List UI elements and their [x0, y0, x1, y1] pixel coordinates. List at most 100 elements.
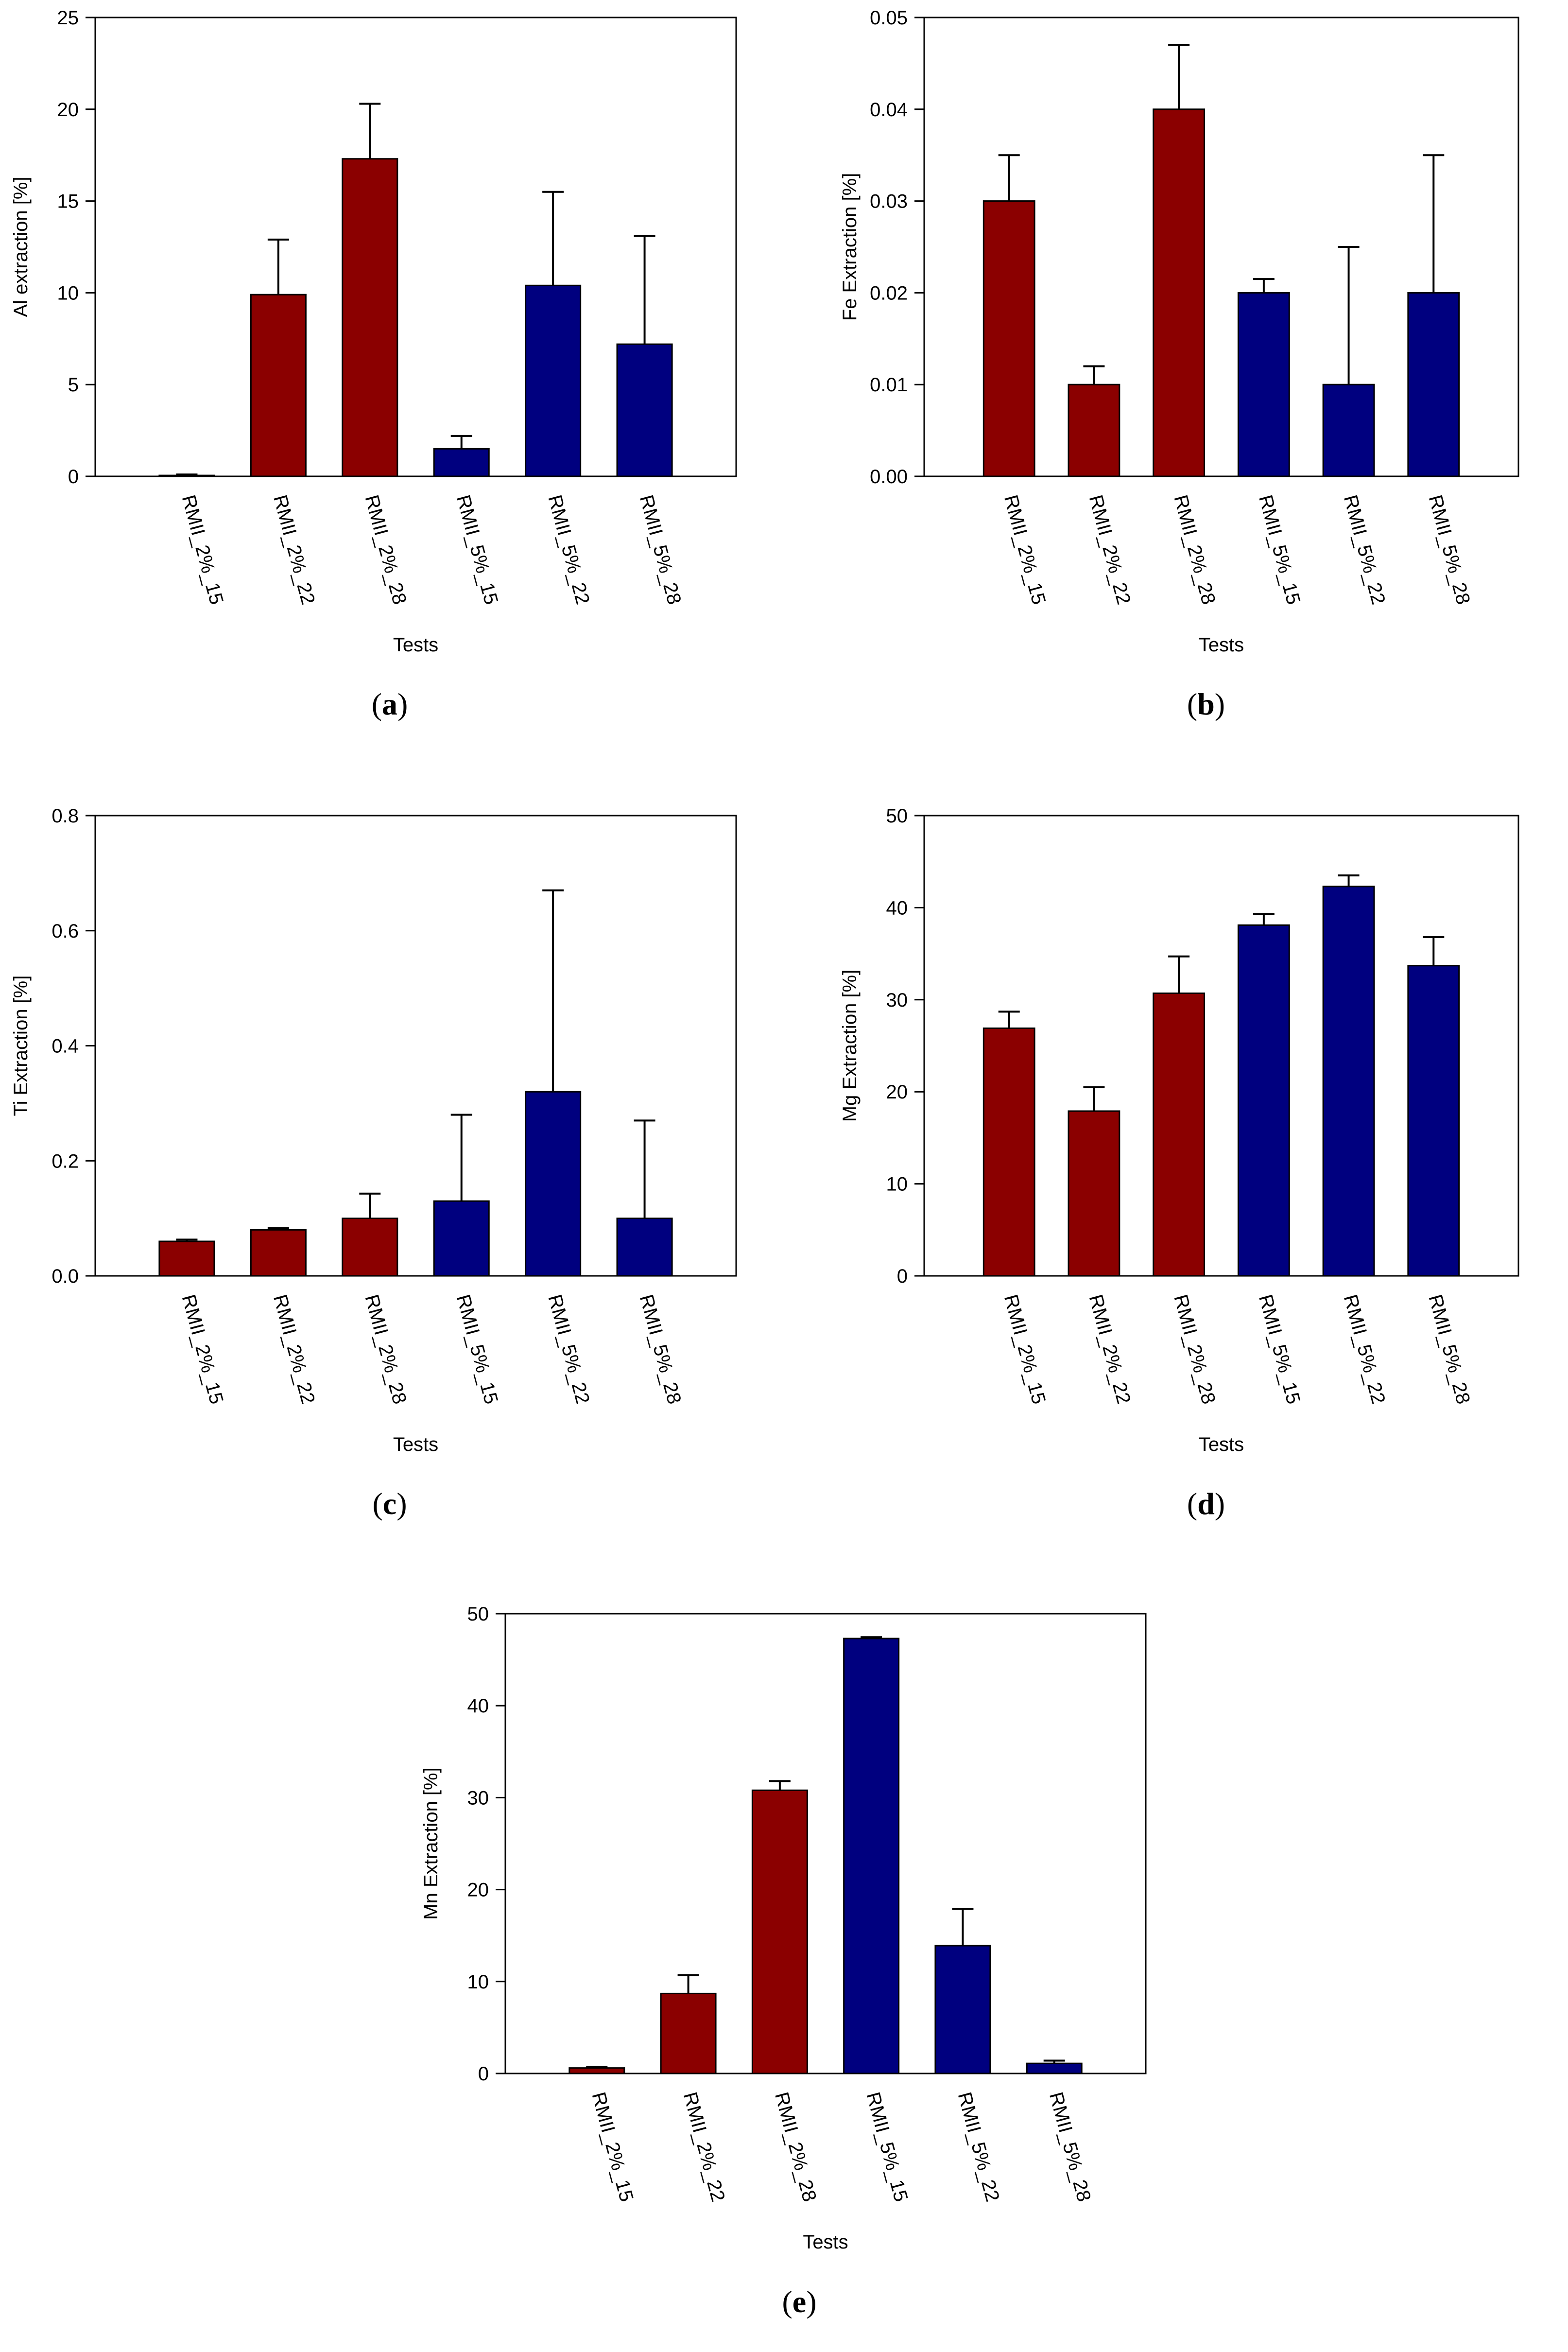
panel-caption-letter: a	[382, 687, 397, 721]
y-tick-label: 20	[886, 1081, 908, 1103]
x-category-label: RMII_2%_28	[361, 493, 410, 607]
bar-RMII_2%_15	[158, 1240, 215, 1277]
y-tick-label: 0.03	[870, 191, 908, 212]
y-tick-label: 40	[467, 1695, 489, 1717]
plot-frame	[94, 815, 737, 1277]
x-axis-title: Tests	[1199, 634, 1244, 656]
y-tick-label: 10	[467, 1971, 489, 1993]
y-tick-label: 0.8	[52, 805, 79, 827]
plot-frame	[923, 815, 1519, 1277]
panel-caption-letter: c	[383, 1486, 396, 1521]
y-tick-label: 20	[57, 99, 79, 121]
x-category-label: RMII_5%_28	[1424, 493, 1474, 607]
chart-panel-a: 0 5 10 15 20 25 RMII_2%_15 RMII_2%_22 RMII_2%_28…	[10, 7, 737, 721]
plot-frame	[504, 1613, 1147, 2074]
y-axis-title: Al extraction [%]	[10, 176, 32, 317]
panel-caption-letter: b	[1197, 687, 1215, 721]
bar-RMII_5%_15	[433, 448, 490, 477]
y-tick-label: 30	[467, 1787, 489, 1809]
bar-RMII_5%_28	[1026, 2062, 1083, 2074]
y-tick-label: 10	[57, 282, 79, 304]
x-category-label: RMII_2%_22	[679, 2090, 729, 2204]
y-tick-label: 30	[886, 990, 908, 1011]
x-category-label: RMII_5%_15	[1255, 1292, 1304, 1407]
x-category-label: RMII_5%_28	[636, 493, 685, 607]
panel-caption: (c)	[372, 1486, 407, 1521]
panel-caption: (b)	[1187, 687, 1225, 721]
x-category-label: RMII_2%_15	[1000, 1292, 1050, 1407]
bar-RMII_5%_28	[1407, 292, 1460, 477]
y-tick-label: 0.01	[870, 374, 908, 396]
bar-RMII_2%_28	[342, 158, 398, 477]
x-axis-title: Tests	[803, 2231, 848, 2253]
bar-RMII_5%_22	[525, 284, 582, 477]
y-tick-label: 0.02	[870, 282, 908, 304]
bar-RMII_2%_28	[1153, 993, 1206, 1277]
bar-RMII_2%_22	[1068, 1110, 1120, 1277]
x-category-label: RMII_2%_15	[178, 1292, 227, 1407]
bar-RMII_2%_28	[1153, 108, 1206, 477]
bar-RMII_2%_22	[1068, 383, 1120, 477]
bar-RMII_5%_22	[1322, 886, 1375, 1277]
y-tick-label: 0.2	[52, 1150, 79, 1172]
bar-RMII_2%_15	[569, 2067, 625, 2074]
bar-RMII_2%_15	[982, 1028, 1035, 1277]
y-tick-label: 0.0	[52, 1266, 79, 1287]
x-category-label: RMII_2%_15	[1000, 493, 1050, 607]
x-category-label: RMII_2%_28	[771, 2090, 820, 2204]
bar-RMII_5%_15	[433, 1200, 490, 1277]
bar-RMII_5%_28	[616, 343, 673, 477]
y-tick-label: 5	[68, 374, 79, 396]
y-axis-title: Ti Extraction [%]	[10, 976, 32, 1116]
x-category-label: RMII_2%_28	[1170, 493, 1219, 607]
x-category-label: RMII_2%_22	[269, 1292, 319, 1407]
x-category-label: RMII_5%_28	[1424, 1292, 1474, 1407]
y-axis-title: Fe Extraction [%]	[839, 173, 861, 321]
x-category-label: RMII_2%_15	[587, 2090, 637, 2204]
y-tick-label: 10	[886, 1174, 908, 1195]
panel-caption: (a)	[372, 687, 408, 721]
bar-RMII_2%_15	[158, 474, 215, 477]
bar-RMII_2%_28	[342, 1218, 398, 1277]
y-tick-label: 50	[467, 1603, 489, 1625]
bar-RMII_2%_15	[982, 200, 1035, 477]
y-tick-label: 40	[886, 897, 908, 919]
x-category-label: RMII_5%_15	[1255, 493, 1304, 607]
y-tick-label: 0.00	[870, 466, 908, 488]
bar-RMII_5%_15	[843, 1638, 900, 2074]
x-category-label: RMII_5%_15	[452, 1292, 502, 1407]
y-axis-title: Mg Extraction [%]	[839, 970, 861, 1122]
x-category-label: RMII_5%_22	[544, 493, 593, 607]
chart-panel-b: 0.00 0.01 0.02 0.03 0.04 0.05 RMII_2%_15 RMII_2…	[839, 7, 1519, 721]
chart-panel-e: 0 10 20 30 40 50 RMII_2%_15 RMII_2%_22 RMII_2%_2…	[420, 1603, 1147, 2319]
y-tick-label: 0.6	[52, 921, 79, 942]
bar-RMII_5%_15	[1237, 924, 1290, 1277]
x-axis-title: Tests	[393, 1434, 438, 1455]
bar-RMII_5%_15	[1237, 292, 1290, 477]
x-category-label: RMII_5%_22	[1340, 493, 1389, 607]
bar-RMII_5%_22	[525, 1091, 582, 1277]
chart-panel-d: 0 10 20 30 40 50 RMII_2%_15 RMII_2%_22 RMII_2%_2…	[839, 805, 1519, 1521]
panel-caption: (d)	[1187, 1486, 1225, 1521]
bar-RMII_2%_22	[660, 1992, 717, 2074]
y-tick-label: 0.4	[52, 1036, 79, 1057]
y-tick-label: 0.04	[870, 99, 908, 121]
y-tick-label: 0	[68, 466, 79, 488]
x-axis-title: Tests	[1199, 1434, 1244, 1455]
x-category-label: RMII_5%_22	[1340, 1292, 1389, 1407]
x-category-label: RMII_5%_15	[862, 2090, 912, 2204]
y-tick-label: 0.05	[870, 7, 908, 29]
y-axis-title: Mn Extraction [%]	[420, 1767, 442, 1919]
y-tick-label: 20	[467, 1880, 489, 1901]
bar-RMII_2%_22	[250, 294, 307, 477]
x-category-label: RMII_2%_28	[361, 1292, 410, 1407]
x-axis-title: Tests	[393, 634, 438, 656]
bar-RMII_5%_22	[934, 1945, 991, 2074]
x-category-label: RMII_2%_22	[1085, 493, 1135, 607]
plot-frame	[94, 17, 737, 477]
y-tick-label: 25	[57, 7, 79, 29]
bar-RMII_2%_28	[751, 1789, 808, 2074]
y-tick-label: 15	[57, 191, 79, 212]
bar-RMII_2%_22	[250, 1229, 307, 1277]
